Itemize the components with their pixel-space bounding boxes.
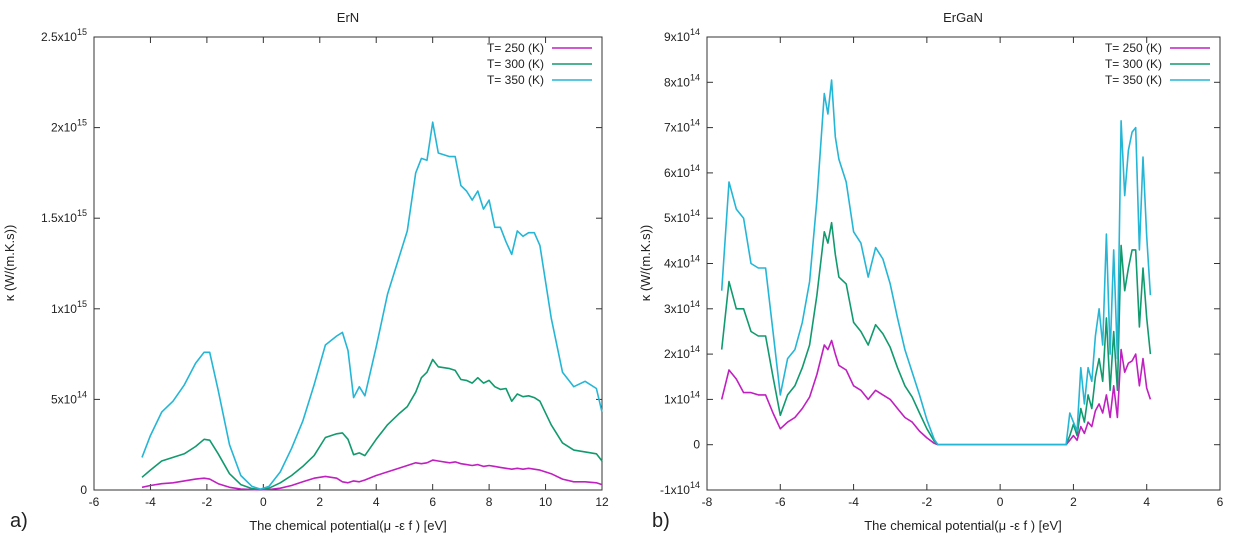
y-tick-label: -1x1014 [660, 480, 700, 497]
series-line [720, 79, 1152, 446]
chart-title: ErN [337, 10, 359, 25]
x-tick-label: 6 [1217, 495, 1224, 509]
y-tick-label: 8x1014 [664, 72, 700, 89]
chart-title: ErGaN [943, 10, 983, 25]
series-line [141, 358, 603, 491]
x-tick-label: 12 [595, 495, 609, 509]
y-tick-label: 5x1014 [664, 208, 700, 225]
legend-label: T= 350 (K) [1105, 73, 1162, 87]
y-tick-label: 6x1014 [664, 163, 700, 180]
x-tick-label: 2 [316, 495, 323, 509]
x-tick-label: -6 [775, 495, 786, 509]
x-axis-label: The chemical potential(μ -ε f ) [eV] [864, 518, 1062, 533]
y-axis-label: κ (W/(m.K.s)) [2, 225, 17, 302]
x-tick-label: 6 [429, 495, 436, 509]
x-tick-label: -8 [702, 495, 713, 509]
y-tick-label: 1.5x1015 [41, 208, 87, 225]
y-tick-label: 4x1014 [664, 254, 700, 271]
y-tick-label: 9x1014 [664, 27, 700, 44]
x-axis-label: The chemical potential(μ -ε f ) [eV] [249, 518, 447, 533]
y-tick-label: 1x1015 [51, 299, 87, 316]
y-tick-label: 7x1014 [664, 118, 700, 135]
legend-label: T= 300 (K) [487, 57, 544, 71]
y-tick-label: 2x1014 [664, 344, 700, 361]
series-line [720, 339, 1152, 446]
y-tick-label: 2x1015 [51, 118, 87, 135]
series-line [141, 459, 603, 491]
y-axis-label: κ (W/(m.K.s)) [638, 225, 653, 302]
x-tick-label: 0 [260, 495, 267, 509]
series-line [720, 221, 1152, 446]
x-tick-label: -2 [922, 495, 933, 509]
plot-frame [706, 36, 1221, 491]
panel-label: b) [652, 510, 670, 532]
x-tick-label: -6 [89, 495, 100, 509]
panel-label: a) [10, 510, 28, 532]
x-tick-label: 4 [373, 495, 380, 509]
y-tick-label: 5x1014 [51, 389, 87, 406]
x-tick-label: 8 [486, 495, 493, 509]
x-tick-label: -4 [848, 495, 859, 509]
y-tick-label: 2.5x1015 [41, 27, 87, 44]
x-tick-label: -4 [145, 495, 156, 509]
series-line [141, 121, 603, 490]
legend-label: T= 250 (K) [487, 41, 544, 55]
legend-label: T= 350 (K) [487, 73, 544, 87]
panel-a-chart: ErN The chemical potential(μ -ε f ) [eV]… [2, 10, 609, 533]
y-tick-label: 0 [693, 438, 700, 452]
x-tick-label: 10 [539, 495, 553, 509]
x-tick-label: 0 [997, 495, 1004, 509]
legend-label: T= 300 (K) [1105, 57, 1162, 71]
panel-b-chart: ErGaN The chemical potential(μ -ε f ) [e… [638, 10, 1224, 533]
y-tick-label: 1x1014 [664, 389, 700, 406]
x-tick-label: 4 [1143, 495, 1150, 509]
x-tick-label: -2 [202, 495, 213, 509]
legend-label: T= 250 (K) [1105, 41, 1162, 55]
y-tick-label: 0 [80, 483, 87, 497]
plot-frame [93, 36, 603, 491]
x-tick-label: 2 [1070, 495, 1077, 509]
y-tick-label: 3x1014 [664, 299, 700, 316]
